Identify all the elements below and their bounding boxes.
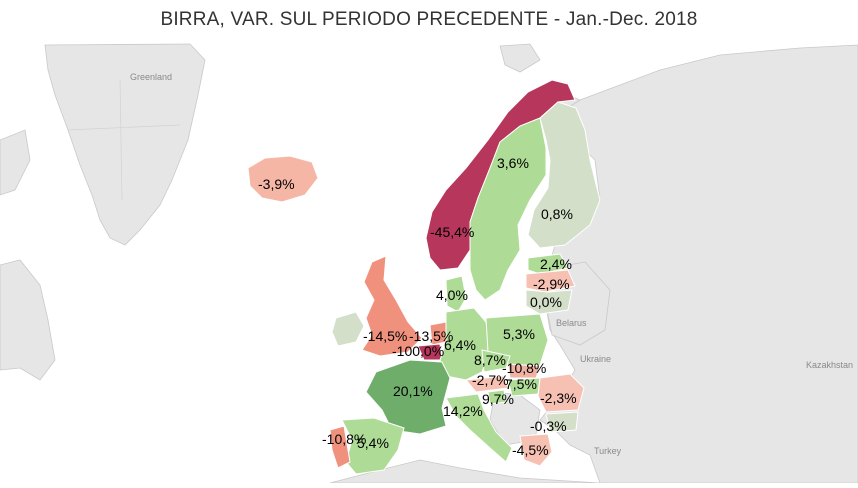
- country-romania[interactable]: [537, 373, 585, 413]
- country-portugal[interactable]: [329, 425, 351, 469]
- country-finland[interactable]: [527, 101, 601, 249]
- value-iceland: -3,9%: [258, 176, 295, 192]
- country-austria[interactable]: [465, 375, 509, 393]
- country-iceland[interactable]: [247, 155, 319, 203]
- value-germany: 6,4%: [444, 337, 476, 353]
- country-germany[interactable]: [439, 307, 491, 381]
- value-slovenia: 9,7%: [482, 391, 514, 407]
- value-bulgaria: -0,3%: [530, 418, 567, 434]
- geo-labels: Greenland Belarus Ukraine Kazakhstan Tur…: [130, 72, 853, 456]
- country-czechia[interactable]: [481, 349, 511, 373]
- value-czechia: 8,7%: [474, 352, 506, 368]
- label-belarus: Belarus: [556, 318, 587, 328]
- country-sweden[interactable]: [469, 117, 547, 301]
- country-france[interactable]: [365, 359, 451, 435]
- value-lithuania: 0,0%: [530, 294, 562, 310]
- value-norway: -45,4%: [430, 224, 474, 240]
- country-ireland[interactable]: [331, 311, 365, 347]
- label-ukraine: Ukraine: [580, 354, 611, 364]
- value-portugal: -10,8%: [322, 431, 366, 447]
- country-shapes[interactable]: [247, 79, 601, 475]
- value-hungary: 7,5%: [505, 376, 537, 392]
- label-kazakhstan: Kazakhstan: [806, 360, 853, 370]
- value-greece: -4,5%: [512, 442, 549, 458]
- value-finland: 0,8%: [541, 206, 573, 222]
- value-denmark: 4,0%: [436, 287, 468, 303]
- value-austria: -2,7%: [472, 372, 509, 388]
- country-uk[interactable]: [361, 255, 423, 357]
- value-latvia: -2,9%: [533, 276, 570, 292]
- value-italy: 14,2%: [443, 403, 483, 419]
- value-belgium: -100,0%: [392, 343, 444, 359]
- country-italy[interactable]: [445, 393, 513, 463]
- greenland-borders: [67, 79, 181, 201]
- value-labels: -3,9% -45,4% 3,6% 0,8% 2,4% -2,9% 0,0% 4…: [258, 155, 577, 458]
- label-greenland: Greenland: [130, 72, 172, 82]
- value-estonia: 2,4%: [540, 256, 572, 272]
- country-denmark[interactable]: [445, 275, 467, 313]
- value-sweden: 3,6%: [497, 155, 529, 171]
- value-spain: 5,4%: [357, 435, 389, 451]
- label-turkey: Turkey: [594, 446, 622, 456]
- country-bulgaria[interactable]: [545, 411, 579, 433]
- value-france: 20,1%: [393, 383, 433, 399]
- country-slovenia[interactable]: [487, 389, 507, 405]
- value-slovakia: -10,8%: [502, 360, 546, 376]
- value-uk: -14,5%: [363, 328, 407, 344]
- value-netherlands: -13,5%: [409, 328, 453, 344]
- country-spain[interactable]: [341, 417, 405, 475]
- map-canvas[interactable]: Greenland Belarus Ukraine Kazakhstan Tur…: [0, 42, 858, 484]
- value-romania: -2,3%: [540, 390, 577, 406]
- country-lithuania[interactable]: [525, 289, 573, 315]
- map-title: BIRRA, VAR. SUL PERIODO PRECEDENTE - Jan…: [0, 0, 858, 43]
- country-greece[interactable]: [519, 433, 553, 467]
- value-poland: 5,3%: [503, 326, 535, 342]
- country-latvia[interactable]: [525, 269, 576, 293]
- choropleth-map[interactable]: Greenland Belarus Ukraine Kazakhstan Tur…: [0, 42, 858, 484]
